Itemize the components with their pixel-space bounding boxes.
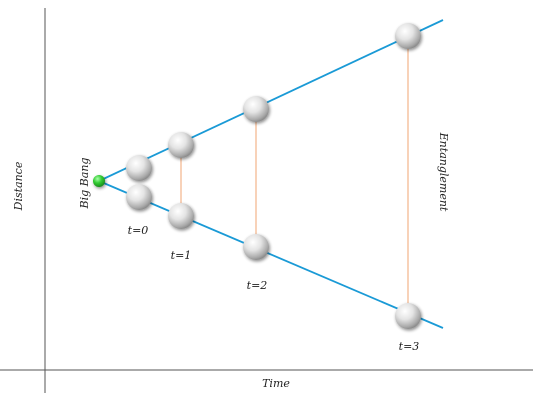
big-bang-point — [93, 175, 105, 187]
upper-trajectory-line — [98, 19, 444, 182]
entanglement-label: Entanglement — [437, 132, 450, 212]
y-axis-label: Distance — [12, 161, 25, 211]
big-bang-label: Big Bang — [78, 158, 91, 210]
particle-lower-t1 — [168, 203, 194, 229]
time-label-t3: t=3 — [399, 340, 420, 353]
particle-lower-t3 — [395, 303, 421, 329]
particle-upper-t1 — [168, 132, 194, 158]
time-label-t0: t=0 — [128, 224, 149, 237]
particle-lower-t0 — [126, 184, 152, 210]
x-axis-label: Time — [262, 377, 290, 390]
particle-upper-t0 — [126, 155, 152, 181]
particle-upper-t2 — [243, 96, 269, 122]
particle-lower-t2 — [243, 234, 269, 260]
time-label-t2: t=2 — [247, 279, 268, 292]
time-label-t1: t=1 — [171, 249, 192, 262]
lower-trajectory-line — [98, 180, 444, 329]
particle-upper-t3 — [395, 23, 421, 49]
